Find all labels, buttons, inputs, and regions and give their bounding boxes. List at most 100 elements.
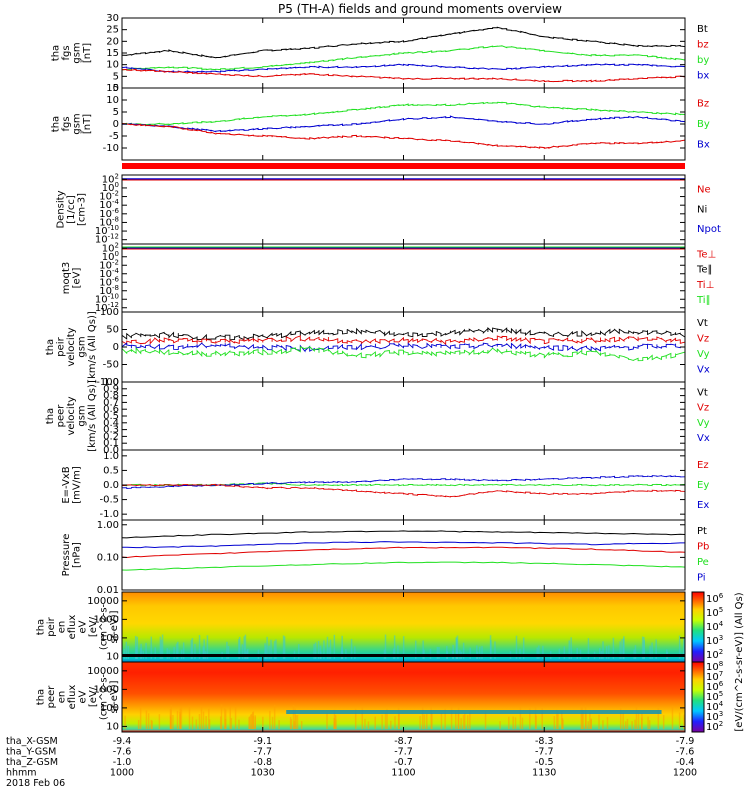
y-tick-label: 10000 <box>87 666 119 677</box>
y-axis-label-line: gsm <box>77 405 88 426</box>
y-tick-label: 1.0 <box>103 377 119 388</box>
spectrogram-texture <box>333 721 336 729</box>
spectrogram-texture <box>202 646 205 659</box>
x-axis-value: 1200 <box>673 768 697 779</box>
spectrogram-texture <box>541 708 543 729</box>
spectrogram-texture <box>298 644 300 659</box>
spectrogram-texture <box>623 636 625 659</box>
y-tick-label: 1.0 <box>103 451 119 462</box>
spectrogram-texture <box>124 715 126 729</box>
legend-Pb: Pb <box>697 542 709 553</box>
spectrogram-texture <box>150 636 153 659</box>
spectrogram-texture <box>561 711 563 729</box>
series-fgs_mag-Bt <box>121 26 686 59</box>
spectrogram-texture <box>637 710 640 729</box>
spectrogram-texture <box>314 642 317 659</box>
x-axis-value: -0.4 <box>676 757 695 768</box>
y-tick-label: 15 <box>106 83 119 94</box>
spectrogram-texture <box>490 640 492 659</box>
spectrogram-texture <box>585 712 587 729</box>
spectrogram-texture <box>648 720 651 729</box>
x-axis-value: -1.0 <box>113 757 132 768</box>
legend-Vz: Vz <box>697 403 709 414</box>
y-axis-label-line: [1/cc] <box>66 195 77 224</box>
colorbar-tick: 103 <box>706 710 723 723</box>
y-tick-label: 0.0 <box>103 480 119 491</box>
spectrogram-texture <box>590 718 593 729</box>
y-tick-label: 30 <box>106 13 119 24</box>
x-axis-row-label: hhmm <box>6 768 37 779</box>
spectrogram-texture <box>414 640 417 659</box>
spectrogram-texture <box>250 713 253 729</box>
y-tick-label: 0.5 <box>103 465 119 476</box>
spectrogram-texture <box>558 648 561 659</box>
legend-Vt: Vt <box>697 318 708 329</box>
x-axis-value: 1100 <box>391 768 415 779</box>
panel-frame <box>121 381 686 451</box>
series-peir_velocity-Vz <box>121 335 686 346</box>
y-axis-label-line: moqt3 <box>61 262 72 295</box>
spectrogram-texture <box>247 648 249 659</box>
y-axis-label-line: [eV/ <box>88 686 99 707</box>
y-axis-label-line: [km/s (All Qs)] <box>87 380 98 452</box>
spectrogram-texture <box>553 716 556 729</box>
spectrogram-texture <box>323 640 325 659</box>
colorbar-tick: 104 <box>706 620 724 633</box>
colorbar-tick: 103 <box>706 634 723 647</box>
spectrogram-texture <box>244 634 247 659</box>
spectrogram-texture <box>634 645 637 659</box>
spectrogram-texture <box>273 704 276 729</box>
spectrogram-texture <box>234 705 237 729</box>
spectrogram-texture <box>608 645 610 659</box>
colorbar-tick: 102 <box>706 720 723 733</box>
legend-Pe: Pe <box>697 557 709 568</box>
spectrogram-texture <box>145 642 147 659</box>
spectrogram-texture <box>145 710 148 729</box>
spectrogram-texture <box>300 721 303 729</box>
y-tick-label: 10-6 <box>99 275 119 288</box>
series-fgs_mag-by <box>121 45 686 71</box>
spectrogram-texture <box>238 638 240 659</box>
legend-Pi: Pi <box>697 573 706 584</box>
spectrogram-texture <box>147 713 150 729</box>
legend-Ti∥: Ti∥ <box>696 295 711 306</box>
legend-Ey: Ey <box>697 480 709 491</box>
y-tick-label: 10-12 <box>95 233 119 246</box>
y-axis-label-line: velocity <box>66 396 77 435</box>
y-axis-label-line: Density <box>56 190 67 228</box>
spectrogram-texture <box>538 645 540 659</box>
spectrogram-texture <box>598 648 601 659</box>
spectrogram-texture <box>494 641 496 659</box>
spectrogram-texture <box>464 713 466 729</box>
legend-Bz: Bz <box>697 99 709 110</box>
spectrogram-texture <box>354 708 357 729</box>
y-axis-label-line: tha <box>50 116 61 132</box>
x-axis-date: 2018 Feb 06 <box>6 778 65 789</box>
colorbar-tick: 104 <box>706 700 724 713</box>
spectrogram-texture <box>266 636 268 659</box>
y-tick-label: 0.6 <box>103 404 119 415</box>
y-tick-label: 10 <box>106 721 119 732</box>
y-tick-label: -1.0 <box>99 509 119 520</box>
y-tick-label: 102 <box>102 172 119 185</box>
spectrogram-texture <box>643 640 646 659</box>
spectrogram-texture <box>364 718 366 729</box>
legend-Vx: Vx <box>697 365 710 376</box>
spectrogram-texture <box>264 643 266 659</box>
spectrogram-texture <box>268 645 270 659</box>
spectrogram-texture <box>651 642 653 659</box>
spectrogram-texture <box>421 707 424 729</box>
colorbar-tick: 107 <box>706 670 723 683</box>
spectrogram-texture <box>208 708 210 729</box>
spectrogram-texture <box>154 647 157 659</box>
y-tick-label: 0.3 <box>103 425 119 436</box>
y-tick-label: 0.01 <box>97 585 119 596</box>
spectrogram-texture <box>635 707 638 729</box>
panel-frame <box>121 87 686 161</box>
spectrogram-texture <box>462 714 465 729</box>
spectrogram-texture <box>170 705 172 729</box>
spectrogram-texture <box>208 719 211 729</box>
spectrogram-texture <box>394 716 396 729</box>
legend-Bx: Bx <box>697 140 710 151</box>
